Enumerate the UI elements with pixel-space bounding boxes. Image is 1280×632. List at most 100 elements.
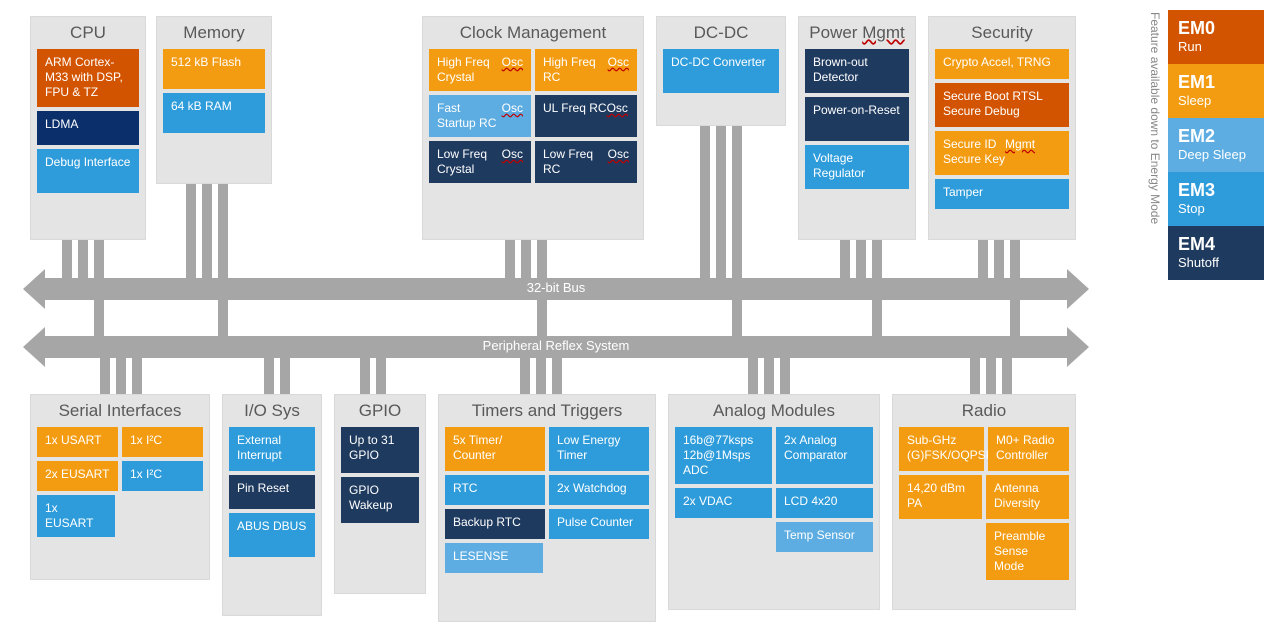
cell-row: Backup RTCPulse Counter — [445, 509, 649, 539]
feature-cell: Low Freq RC Osc — [535, 141, 637, 183]
feature-cell: 2x EUSART — [37, 461, 118, 491]
bus-connector — [186, 184, 196, 278]
legend-code: EM3 — [1178, 180, 1254, 201]
feature-cell: Secure IDSecure Key Mgmt — [935, 131, 1069, 175]
feature-cell: Power-on-Reset — [805, 97, 909, 141]
bus-connector — [62, 240, 72, 278]
feature-cell: LDMA — [37, 111, 139, 145]
feature-cell: 1x I²C — [122, 427, 203, 457]
bus-connector — [100, 358, 110, 394]
block-title: Power Mgmt — [805, 23, 909, 43]
feature-cell: High Freq Crystal Osc — [429, 49, 531, 91]
bus-arrow-right — [1067, 269, 1089, 309]
block-cells: 512 kB Flash64 kB RAM — [163, 49, 265, 133]
feature-cell: GPIO Wakeup — [341, 477, 419, 523]
legend-code: EM4 — [1178, 234, 1254, 255]
legend-code: EM2 — [1178, 126, 1254, 147]
cell-row: Temp Sensor — [675, 522, 873, 552]
bus-arrow-left — [23, 327, 45, 367]
legend-label: Deep Sleep — [1178, 147, 1254, 162]
legend-item-em4: EM4Shutoff — [1168, 226, 1264, 280]
block-cells: High Freq Crystal OscHigh Freq RC OscFas… — [429, 49, 637, 183]
cell-row: 5x Timer/ CounterLow Energy Timer — [445, 427, 649, 471]
block-cells: 16b@77ksps12b@1MspsADC2x Analog Comparat… — [675, 427, 873, 552]
bus-connector — [218, 184, 228, 358]
feature-cell: DC-DC Converter — [663, 49, 779, 93]
block-cells: ARM Cortex-M33 with DSP, FPU & TZLDMADeb… — [37, 49, 139, 193]
block-gpio: GPIOUp to 31 GPIOGPIO Wakeup — [334, 394, 426, 594]
energy-mode-legend: EM0RunEM1SleepEM2Deep SleepEM3StopEM4Shu… — [1168, 10, 1264, 280]
cell-row: Low Freq Crystal OscLow Freq RC Osc — [429, 141, 637, 183]
block-security: SecurityCrypto Accel, TRNGSecure Boot RT… — [928, 16, 1076, 240]
bus-label: Peripheral Reflex System — [45, 338, 1067, 353]
legend-caption: Feature available down to Energy Mode — [1148, 12, 1162, 224]
feature-cell: Crypto Accel, TRNG — [935, 49, 1069, 79]
block-pmgmt: Power Mgmt Brown-out DetectorPower-on-Res… — [798, 16, 916, 240]
feature-cell: Voltage Regulator — [805, 145, 909, 189]
legend-label: Run — [1178, 39, 1254, 54]
bus-connector — [840, 240, 850, 278]
cell-row: Preamble Sense Mode — [899, 523, 1069, 580]
bus-connector — [970, 358, 980, 394]
feature-cell: Low Freq Crystal Osc — [429, 141, 531, 183]
feature-cell: Secure Boot RTSL Secure Debug — [935, 83, 1069, 127]
cell-row: RTC2x Watchdog — [445, 475, 649, 505]
block-title: Analog Modules — [675, 401, 873, 421]
feature-cell: 1x EUSART — [37, 495, 115, 537]
bus-arrow-left — [23, 269, 45, 309]
bus-connector — [552, 358, 562, 394]
block-diagram: 32-bit BusPeripheral Reflex SystemCPUARM… — [0, 0, 1280, 632]
cell-row: 14,20 dBm PAAntenna Diversity — [899, 475, 1069, 519]
block-dcdc: DC-DCDC-DC Converter — [656, 16, 786, 126]
bus-connector — [700, 126, 710, 278]
bus-connector — [505, 240, 515, 278]
bus-connector — [1002, 358, 1012, 394]
block-cells: 5x Timer/ CounterLow Energy Timer RTC2x W… — [445, 427, 649, 573]
feature-cell: 2x Analog Comparator — [776, 427, 873, 484]
legend-label: Stop — [1178, 201, 1254, 216]
bus-connector — [780, 358, 790, 394]
cell-row: Sub-GHz (G)FSK/OQPSKM0+ Radio Controller — [899, 427, 1069, 471]
bus-label: 32-bit Bus — [45, 280, 1067, 295]
feature-cell: LCD 4x20 — [776, 488, 873, 518]
feature-cell: LESENSE — [445, 543, 543, 573]
block-cpu: CPUARM Cortex-M33 with DSP, FPU & TZLDMA… — [30, 16, 146, 240]
feature-cell: ABUS DBUS — [229, 513, 315, 557]
bus-connector — [264, 358, 274, 394]
feature-cell: 64 kB RAM — [163, 93, 265, 133]
feature-cell: Low Energy Timer — [549, 427, 649, 471]
block-cells: DC-DC Converter — [663, 49, 779, 93]
legend-label: Sleep — [1178, 93, 1254, 108]
bus-32bit: 32-bit Bus — [45, 278, 1067, 300]
block-iosys: I/O SysExternal InterruptPin ResetABUS D… — [222, 394, 322, 616]
block-title: Radio — [899, 401, 1069, 421]
block-title: Memory — [163, 23, 265, 43]
feature-cell: Up to 31 GPIO — [341, 427, 419, 473]
cell-row: 16b@77ksps12b@1MspsADC2x Analog Comparat… — [675, 427, 873, 484]
legend-code: EM0 — [1178, 18, 1254, 39]
feature-cell: 5x Timer/ Counter — [445, 427, 545, 471]
legend-label: Shutoff — [1178, 255, 1254, 270]
feature-cell: M0+ Radio Controller — [988, 427, 1069, 471]
feature-cell: Temp Sensor — [776, 522, 873, 552]
feature-cell: Preamble Sense Mode — [986, 523, 1069, 580]
legend-item-em0: EM0Run — [1168, 10, 1264, 64]
cell-row: 2x EUSART1x I²C — [37, 461, 203, 491]
feature-cell: External Interrupt — [229, 427, 315, 471]
feature-cell: RTC — [445, 475, 545, 505]
feature-cell: ARM Cortex-M33 with DSP, FPU & TZ — [37, 49, 139, 107]
block-memory: Memory 512 kB Flash64 kB RAM — [156, 16, 272, 184]
legend-item-em3: EM3Stop — [1168, 172, 1264, 226]
bus-connector — [132, 358, 142, 394]
feature-cell: Pin Reset — [229, 475, 315, 509]
feature-cell: High Freq RC Osc — [535, 49, 637, 91]
feature-cell: Tamper — [935, 179, 1069, 209]
feature-cell: Brown-out Detector — [805, 49, 909, 93]
block-cells: Up to 31 GPIOGPIO Wakeup — [341, 427, 419, 523]
feature-cell: 2x VDAC — [675, 488, 772, 518]
bus-connector — [360, 358, 370, 394]
feature-cell: UL Freq RC Osc — [535, 95, 637, 137]
cell-row: 2x VDACLCD 4x20 — [675, 488, 873, 518]
block-cells: Brown-out DetectorPower-on-ResetVoltage … — [805, 49, 909, 189]
feature-cell: 512 kB Flash — [163, 49, 265, 89]
